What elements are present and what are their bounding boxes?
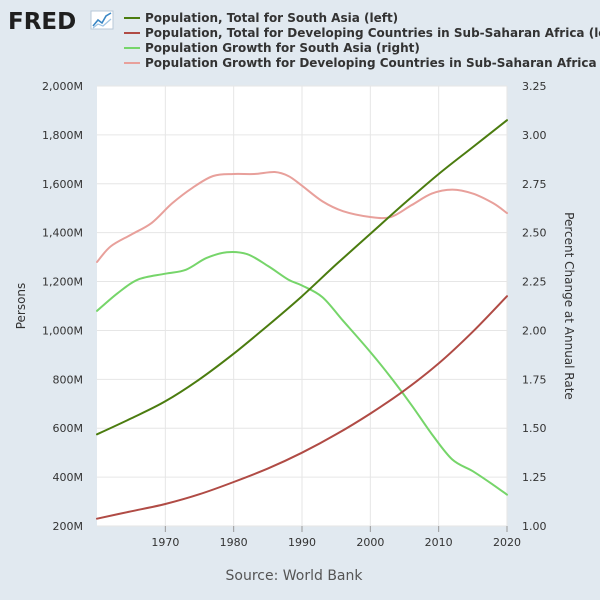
series-line-4[interactable] (96, 170, 508, 263)
x-tick-label: 2000 (356, 536, 384, 549)
source-note: Source: World Bank (226, 568, 364, 584)
left-tick-label: 1,600M (42, 178, 83, 191)
fred-logo[interactable]: FRED (8, 9, 114, 35)
series-line-2[interactable] (96, 295, 508, 520)
legend-label[interactable]: Population Growth for South Asia (right) (145, 41, 420, 55)
left-axis: 200M 400M 600M 800M 1,000M 1,200M 1,400M 1,600M… (42, 80, 83, 533)
legend-label[interactable]: Population Growth for Developing Countri… (145, 56, 600, 70)
series-layer (96, 119, 508, 520)
left-tick-label: 1,000M (42, 324, 83, 337)
left-tick-label: 400M (53, 471, 84, 484)
left-tick-label: 800M (53, 373, 84, 386)
fred-graph-icon (90, 10, 114, 30)
x-tick-label: 1980 (220, 536, 248, 549)
right-tick-label: 1.00 (522, 520, 547, 533)
right-tick-label: 1.75 (522, 373, 547, 386)
right-tick-label: 2.00 (522, 324, 547, 337)
right-tick-label: 3.25 (522, 80, 547, 93)
right-axis: 1.00 1.25 1.50 1.75 2.00 2.25 2.50 2.75 3.00 3.25 (522, 80, 547, 533)
legend-label[interactable]: Population, Total for South Asia (left) (145, 11, 398, 25)
series-line-1[interactable] (96, 119, 508, 436)
left-axis-title: Persons (14, 283, 28, 330)
right-tick-label: 2.75 (522, 178, 547, 191)
left-tick-label: 1,200M (42, 276, 83, 289)
right-tick-label: 3.00 (522, 129, 547, 142)
left-tick-label: 600M (53, 422, 84, 435)
right-tick-label: 1.25 (522, 471, 547, 484)
right-tick-label: 2.25 (522, 276, 547, 289)
x-tick-label: 2020 (493, 536, 521, 549)
right-axis-title: Percent Change at Annual Rate (562, 212, 576, 400)
legend: Population, Total for South Asia (left)P… (124, 11, 600, 70)
series-line-3[interactable] (96, 250, 508, 496)
left-tick-label: 1,400M (42, 227, 83, 240)
right-tick-label: 2.50 (522, 227, 547, 240)
left-tick-label: 2,000M (42, 80, 83, 93)
x-tick-label: 1990 (288, 536, 316, 549)
x-tick-label: 1970 (151, 536, 179, 549)
right-tick-label: 1.50 (522, 422, 547, 435)
legend-label[interactable]: Population, Total for Developing Countri… (145, 26, 600, 40)
fred-logo-text: FRED (8, 9, 76, 35)
x-tick-label: 2010 (425, 536, 453, 549)
left-tick-label: 200M (53, 520, 84, 533)
left-tick-label: 1,800M (42, 129, 83, 142)
x-axis: 1970 1980 1990 2000 2010 2020 (151, 526, 521, 549)
